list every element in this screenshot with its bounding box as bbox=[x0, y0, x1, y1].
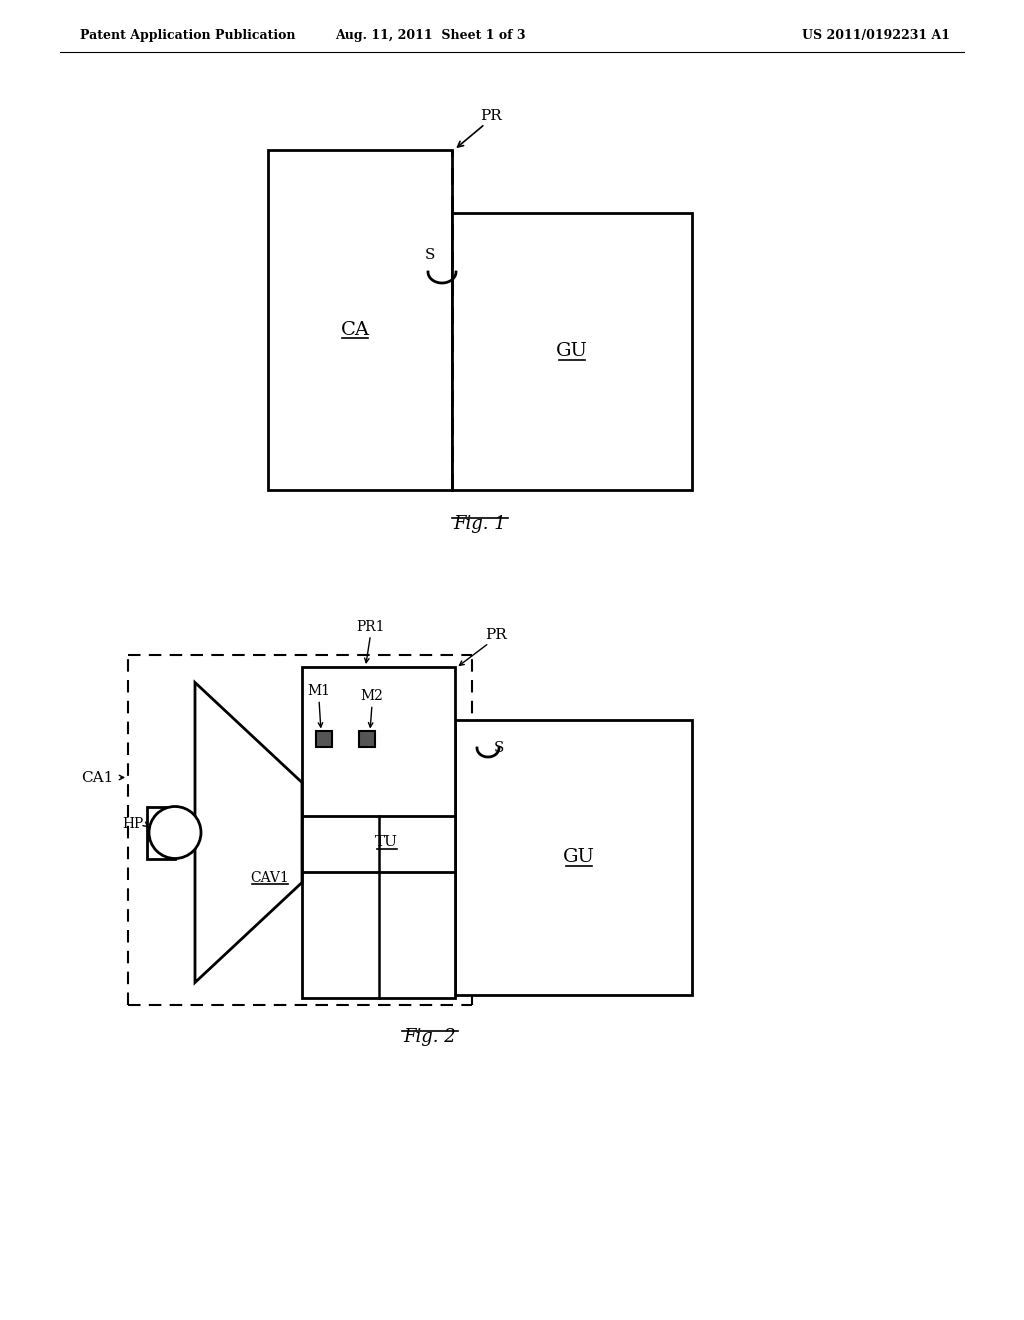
Text: HP: HP bbox=[123, 817, 144, 832]
Text: CA: CA bbox=[341, 321, 370, 339]
Polygon shape bbox=[195, 682, 302, 982]
Text: TU: TU bbox=[375, 836, 398, 849]
Bar bbox=[359, 731, 375, 747]
Text: S: S bbox=[425, 248, 435, 261]
Text: GU: GU bbox=[562, 849, 595, 866]
Text: Aug. 11, 2011  Sheet 1 of 3: Aug. 11, 2011 Sheet 1 of 3 bbox=[335, 29, 525, 41]
Circle shape bbox=[150, 807, 201, 858]
Text: M1: M1 bbox=[307, 685, 331, 698]
Text: GU: GU bbox=[556, 342, 588, 360]
Bar bbox=[147, 807, 175, 858]
Text: Patent Application Publication: Patent Application Publication bbox=[80, 29, 296, 41]
Bar bbox=[302, 667, 455, 998]
Text: Fig. 1: Fig. 1 bbox=[454, 515, 507, 533]
Text: PR1: PR1 bbox=[356, 620, 385, 634]
Text: M2: M2 bbox=[360, 689, 383, 704]
Text: PR: PR bbox=[485, 628, 507, 642]
Bar bbox=[268, 150, 452, 490]
Text: US 2011/0192231 A1: US 2011/0192231 A1 bbox=[802, 29, 950, 41]
Text: S: S bbox=[494, 741, 505, 755]
Text: CAV1: CAV1 bbox=[251, 870, 289, 884]
Bar bbox=[455, 719, 692, 995]
Text: Fig. 2: Fig. 2 bbox=[403, 1028, 457, 1045]
Text: CA1: CA1 bbox=[81, 771, 113, 784]
Bar bbox=[452, 213, 692, 490]
Bar bbox=[316, 731, 332, 747]
Text: PR: PR bbox=[480, 110, 502, 123]
